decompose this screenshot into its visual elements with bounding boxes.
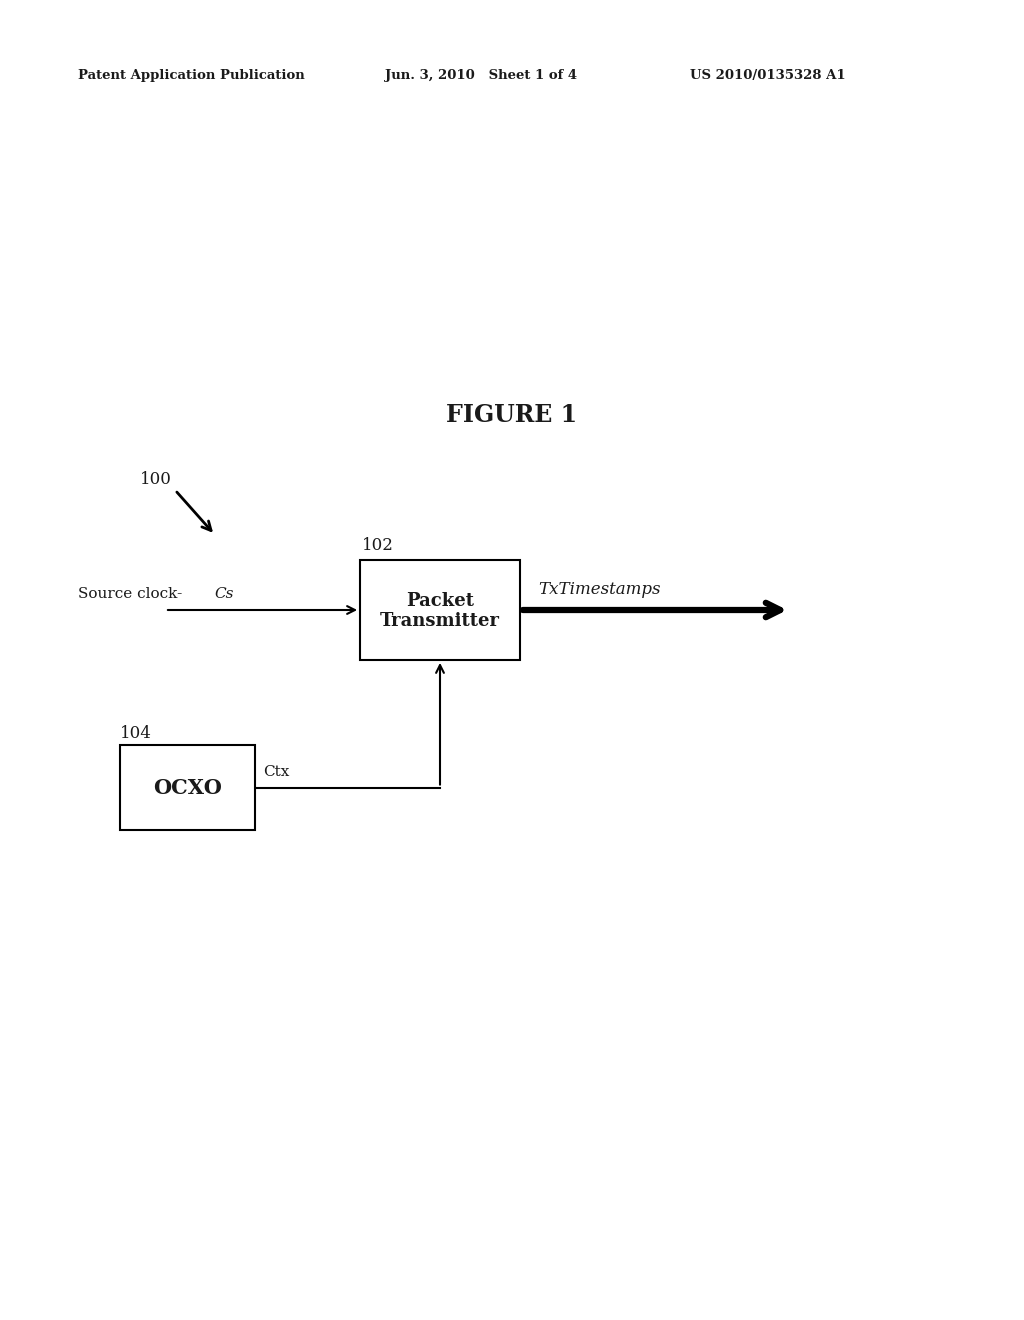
Text: US 2010/0135328 A1: US 2010/0135328 A1 — [690, 69, 846, 82]
Text: Patent Application Publication: Patent Application Publication — [78, 69, 305, 82]
Text: Transmitter: Transmitter — [380, 612, 500, 630]
Text: Cs: Cs — [214, 587, 233, 601]
Text: TxTimestamps: TxTimestamps — [538, 582, 660, 598]
Text: FIGURE 1: FIGURE 1 — [446, 403, 578, 426]
Text: Source clock-: Source clock- — [78, 587, 187, 601]
Text: Ctx: Ctx — [263, 764, 290, 779]
Text: 100: 100 — [140, 471, 172, 488]
Text: Packet: Packet — [406, 591, 474, 610]
Text: Jun. 3, 2010   Sheet 1 of 4: Jun. 3, 2010 Sheet 1 of 4 — [385, 69, 578, 82]
Bar — [360, 560, 520, 660]
Text: 102: 102 — [362, 536, 394, 553]
Bar — [120, 744, 255, 830]
Text: OCXO: OCXO — [153, 777, 222, 797]
Text: 104: 104 — [120, 725, 152, 742]
